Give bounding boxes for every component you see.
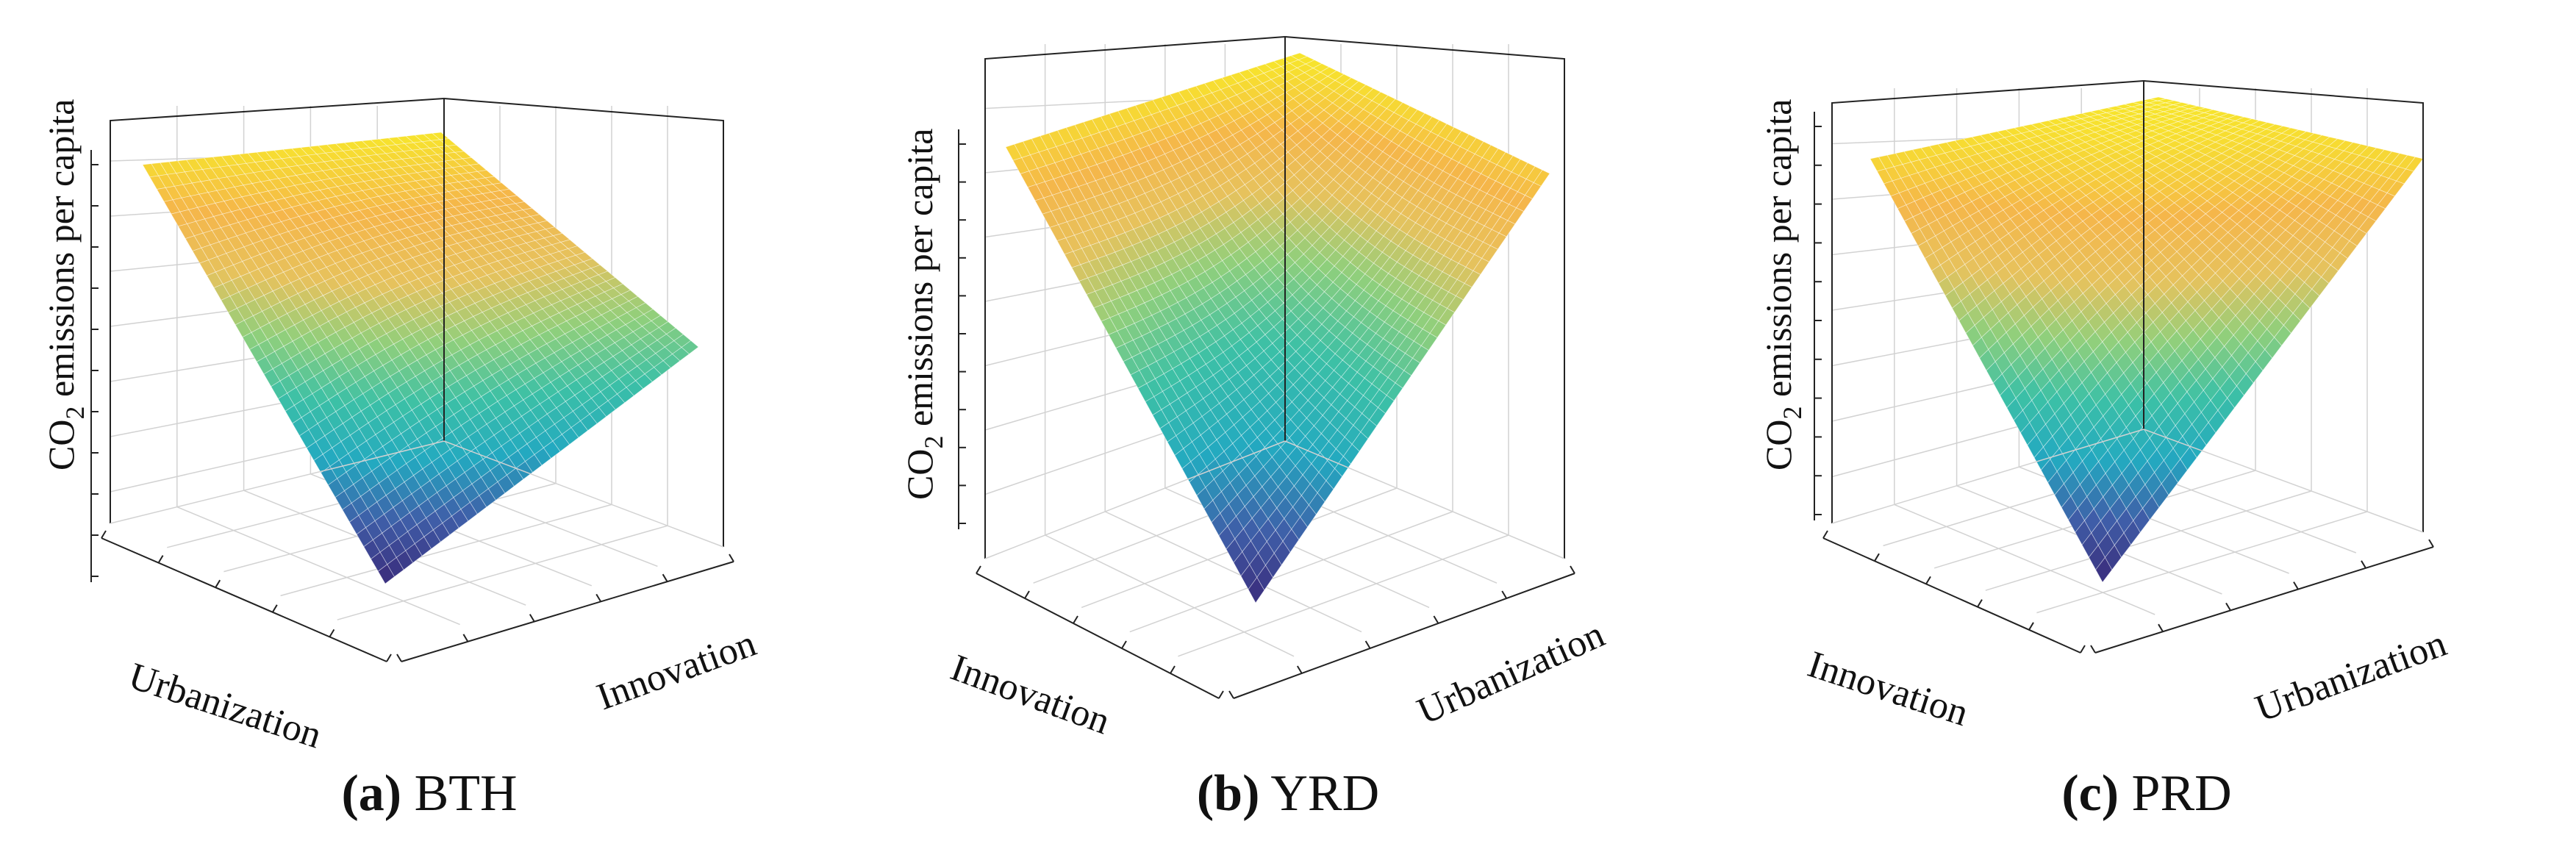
grid-line — [337, 525, 668, 620]
floor-tick — [2428, 539, 2434, 548]
axes-a — [90, 97, 734, 662]
right-floor-axis — [2094, 546, 2434, 653]
floor-edge — [1831, 429, 2144, 524]
floor-tick — [271, 604, 278, 613]
left-axis-label-c: Innovation — [1803, 643, 1973, 734]
floor-tick — [215, 579, 221, 588]
surface-plot-a: CO2 emissions per capita Urbanization In… — [40, 97, 762, 756]
grid-line — [1985, 490, 2312, 591]
grid-line — [1129, 511, 1453, 633]
floor-tick — [2080, 645, 2086, 653]
floor-tick — [1228, 690, 1234, 699]
right-floor-axis — [401, 561, 734, 662]
floor-tick — [1570, 565, 1575, 574]
floor-tick — [2090, 645, 2096, 653]
floor-tick — [1073, 615, 1078, 624]
surface-patch — [681, 340, 699, 354]
floor-tick — [462, 634, 469, 642]
right-axis-label-a: Innovation — [592, 623, 762, 719]
floor-tick — [2361, 560, 2366, 569]
z-axis-label-b: CO2 emissions per capita — [899, 129, 948, 500]
floor-tick — [1433, 615, 1439, 624]
right-axis-label-b: Urbanization — [1412, 613, 1611, 732]
floor-tick — [1501, 590, 1508, 599]
surface-patch — [1533, 169, 1550, 187]
panel-c: CO2 emissions per capita Innovation Urba… — [1717, 0, 2576, 863]
floor-tick — [386, 653, 392, 662]
floor-tick — [1925, 576, 1931, 584]
panel-a: CO2 emissions per capita Urbanization In… — [0, 0, 859, 863]
surface-plot-c: CO2 emissions per capita Innovation Urba… — [1758, 79, 2452, 734]
grid-line — [2036, 511, 2368, 614]
floor-edge — [2143, 429, 2424, 533]
surface-a — [142, 132, 699, 584]
left-floor-axis — [976, 573, 1220, 699]
grid-line — [1104, 511, 1362, 633]
floor-tick — [529, 614, 535, 623]
left-axis-label-b: Innovation — [945, 647, 1115, 743]
floor-tick — [1977, 599, 1983, 608]
floor-tick — [1024, 590, 1030, 599]
grid-line — [176, 506, 460, 626]
floor-tick — [101, 530, 107, 539]
axes-b — [958, 35, 1575, 699]
floor-tick — [1364, 640, 1371, 649]
left-floor-axis — [1822, 537, 2081, 653]
floor-tick — [1822, 530, 1828, 539]
floor-tick — [329, 629, 335, 637]
panel-b: CO2 emissions per capita Innovation Urba… — [859, 0, 1717, 863]
floor-tick — [157, 555, 164, 564]
floor-tick — [1296, 665, 1303, 674]
z-axis-label-a: CO2 emissions per capita — [40, 99, 90, 470]
right-floor-axis — [1233, 573, 1575, 699]
floor-tick — [2225, 602, 2231, 611]
grid-line — [1894, 504, 2155, 615]
left-axis-label-a: Urbanization — [124, 655, 326, 756]
surface-c — [1870, 96, 2424, 583]
caption-b: (b) YRD — [1196, 765, 1380, 822]
floor-tick — [662, 573, 668, 582]
surface-b — [1005, 52, 1550, 604]
floor-tick — [1170, 665, 1176, 674]
floor-tick — [1874, 553, 1880, 562]
grid-line — [280, 504, 612, 597]
grid-line — [1045, 534, 1295, 657]
left-floor-axis — [101, 537, 387, 662]
floor-tick — [396, 653, 402, 662]
floor-edge — [1284, 440, 1565, 559]
axes-c — [1814, 79, 2434, 653]
floor-edge — [443, 440, 724, 548]
caption-a: (a) BTH — [341, 765, 518, 822]
surface-plot-b: CO2 emissions per capita Innovation Urba… — [899, 35, 1611, 743]
floor-edge — [110, 440, 445, 524]
floor-tick — [595, 593, 602, 602]
floor-tick — [2293, 581, 2299, 590]
grid-line — [1178, 534, 1509, 657]
floor-edge — [984, 440, 1286, 559]
right-axis-label-c: Urbanization — [2250, 623, 2452, 730]
z-axis-label-c: CO2 emissions per capita — [1758, 99, 1807, 470]
caption-c: (c) PRD — [2061, 765, 2232, 822]
floor-tick — [2158, 623, 2164, 632]
floor-tick — [2028, 622, 2034, 631]
floor-tick — [976, 565, 981, 574]
floor-tick — [1218, 690, 1224, 699]
floor-tick — [1121, 640, 1127, 649]
floor-tick — [729, 554, 734, 562]
